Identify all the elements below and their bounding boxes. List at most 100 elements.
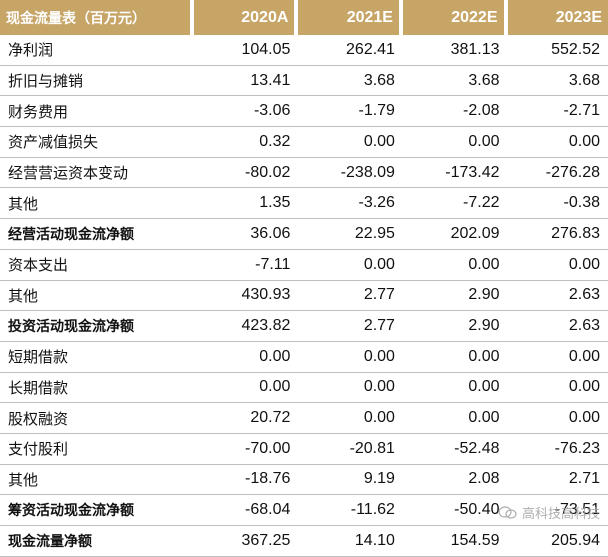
value-cell: 0.00	[298, 373, 403, 404]
value-cell: 205.94	[508, 526, 608, 557]
value-cell: -173.42	[403, 158, 508, 189]
value-cell: 13.41	[194, 66, 299, 97]
value-cell: 14.10	[298, 526, 403, 557]
value-cell: 0.00	[508, 403, 608, 434]
value-cell: -18.76	[194, 465, 299, 496]
value-cell: -50.40	[403, 495, 508, 526]
value-cell: 2.63	[508, 311, 608, 342]
table-row: 财务费用-3.06-1.79-2.08-2.71	[0, 96, 608, 127]
value-cell: -238.09	[298, 158, 403, 189]
value-cell: 2.77	[298, 281, 403, 312]
value-cell: 0.00	[508, 127, 608, 158]
value-cell: 0.00	[508, 250, 608, 281]
value-cell: 3.68	[508, 66, 608, 97]
value-cell: -68.04	[194, 495, 299, 526]
value-cell: 202.09	[403, 219, 508, 250]
row-label: 财务费用	[0, 96, 194, 127]
row-label: 其他	[0, 465, 194, 496]
value-cell: 9.19	[298, 465, 403, 496]
value-cell: 367.25	[194, 526, 299, 557]
wechat-icon	[498, 506, 518, 520]
value-cell: 2.90	[403, 311, 508, 342]
value-cell: 0.00	[403, 127, 508, 158]
value-cell: 0.00	[298, 403, 403, 434]
row-label: 支付股利	[0, 434, 194, 465]
value-cell: -80.02	[194, 158, 299, 189]
year-header: 2021E	[298, 0, 403, 35]
year-header: 2020A	[194, 0, 299, 35]
value-cell: 2.08	[403, 465, 508, 496]
value-cell: 0.00	[298, 342, 403, 373]
table-title: 现金流量表（百万元）	[0, 0, 194, 35]
value-cell: 0.32	[194, 127, 299, 158]
value-cell: -76.23	[508, 434, 608, 465]
watermark-text: 高科技高科技	[522, 503, 600, 522]
value-cell: 0.00	[508, 342, 608, 373]
value-cell: -0.38	[508, 188, 608, 219]
value-cell: -20.81	[298, 434, 403, 465]
value-cell: -2.08	[403, 96, 508, 127]
row-label: 资本支出	[0, 250, 194, 281]
value-cell: 104.05	[194, 35, 299, 66]
value-cell: 0.00	[194, 373, 299, 404]
row-label: 现金流量净额	[0, 526, 194, 557]
value-cell: -3.26	[298, 188, 403, 219]
value-cell: -7.22	[403, 188, 508, 219]
row-label: 净利润	[0, 35, 194, 66]
row-label: 股权融资	[0, 403, 194, 434]
value-cell: 276.83	[508, 219, 608, 250]
value-cell: 36.06	[194, 219, 299, 250]
value-cell: 0.00	[403, 342, 508, 373]
value-cell: 3.68	[403, 66, 508, 97]
row-label: 折旧与摊销	[0, 66, 194, 97]
year-header: 2023E	[508, 0, 608, 35]
value-cell: 2.63	[508, 281, 608, 312]
value-cell: 0.00	[298, 250, 403, 281]
value-cell: 2.71	[508, 465, 608, 496]
row-label: 经营活动现金流净额	[0, 219, 194, 250]
year-header: 2022E	[403, 0, 508, 35]
row-label: 长期借款	[0, 373, 194, 404]
value-cell: 2.90	[403, 281, 508, 312]
value-cell: 3.68	[298, 66, 403, 97]
value-cell: -70.00	[194, 434, 299, 465]
value-cell: 22.95	[298, 219, 403, 250]
watermark: 高科技高科技	[498, 503, 600, 522]
row-label: 经营营运资本变动	[0, 158, 194, 189]
value-cell: 552.52	[508, 35, 608, 66]
value-cell: 0.00	[508, 373, 608, 404]
value-cell: -2.71	[508, 96, 608, 127]
row-label: 筹资活动现金流净额	[0, 495, 194, 526]
value-cell: 2.77	[298, 311, 403, 342]
value-cell: -7.11	[194, 250, 299, 281]
row-label: 短期借款	[0, 342, 194, 373]
header-row: 现金流量表（百万元） 2020A 2021E 2022E 2023E	[0, 0, 608, 35]
row-label: 其他	[0, 281, 194, 312]
value-cell: -11.62	[298, 495, 403, 526]
value-cell: 381.13	[403, 35, 508, 66]
value-cell: 423.82	[194, 311, 299, 342]
table-row: 支付股利-70.00-20.81-52.48-76.23	[0, 434, 608, 465]
table-row: 经营营运资本变动-80.02-238.09-173.42-276.28	[0, 158, 608, 189]
value-cell: 1.35	[194, 188, 299, 219]
value-cell: 154.59	[403, 526, 508, 557]
value-cell: -52.48	[403, 434, 508, 465]
value-cell: 0.00	[403, 373, 508, 404]
value-cell: 0.00	[298, 127, 403, 158]
value-cell: -1.79	[298, 96, 403, 127]
value-cell: 262.41	[298, 35, 403, 66]
value-cell: -276.28	[508, 158, 608, 189]
